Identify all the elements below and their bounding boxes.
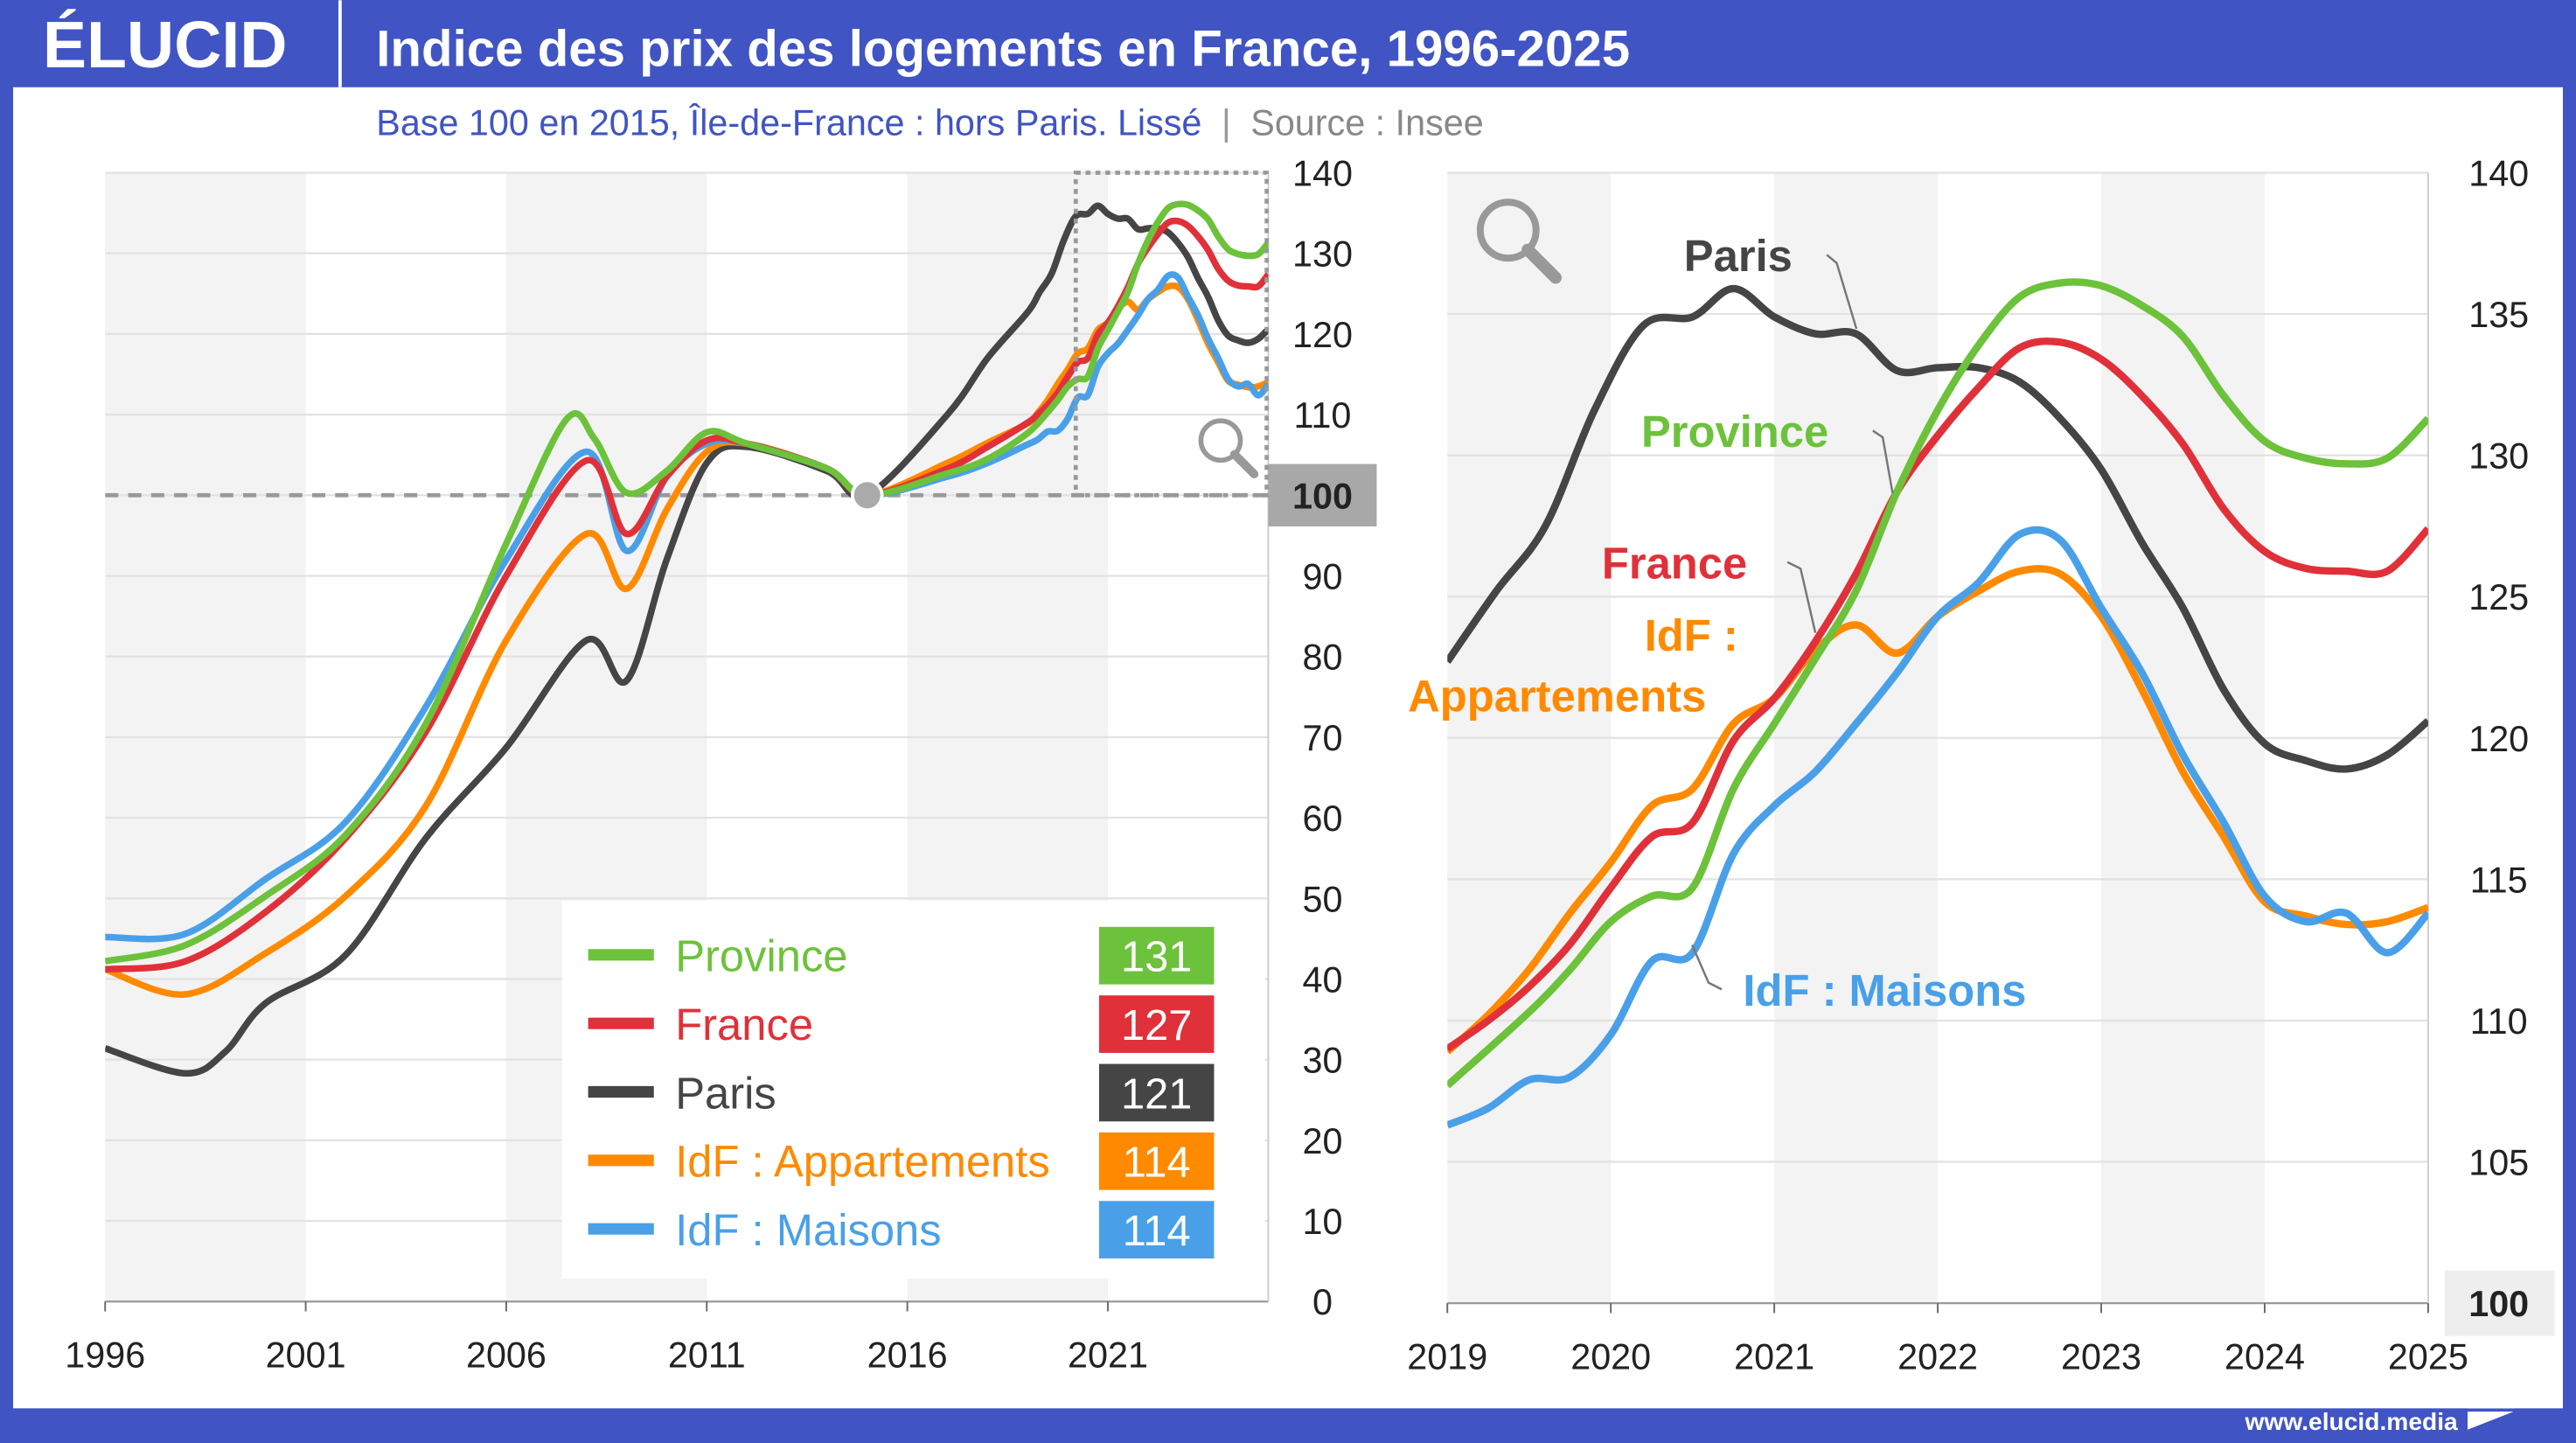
last-value-badge xyxy=(1098,926,1215,985)
series-label: IdF : xyxy=(1645,610,1738,660)
base-point xyxy=(850,478,884,512)
magnifier-icon-handle xyxy=(1521,243,1563,284)
y-tick-label: 130 xyxy=(1292,234,1353,275)
y-tick-label: 0 xyxy=(1312,1282,1333,1322)
legend-item[interactable]: IdF : Appartements 114 xyxy=(588,1132,1215,1190)
label-leader-line xyxy=(1786,561,1817,633)
label-leader-line xyxy=(1826,254,1858,330)
series-lines xyxy=(105,200,1269,1077)
y-tick-label: 90 xyxy=(1302,556,1342,596)
y-tick-label: 80 xyxy=(1302,638,1342,678)
y-tick-label: 20 xyxy=(1302,1121,1342,1161)
last-value-badge xyxy=(1098,1132,1215,1190)
y-tick-label: 120 xyxy=(1292,315,1353,355)
legend-item[interactable]: IdF : Maisons 114 xyxy=(588,1201,1215,1259)
magnifier-icon[interactable] xyxy=(1198,418,1243,464)
series-label: IdF : Maisons xyxy=(1743,965,2026,1015)
label-leader-line xyxy=(1872,429,1894,494)
series-line-province xyxy=(1447,278,2428,1089)
y-tick-label: 110 xyxy=(2470,1001,2528,1042)
x-tick-label: 2022 xyxy=(1897,1336,1978,1377)
y-tick-label: 110 xyxy=(1294,395,1352,436)
logo: ÉLUCID xyxy=(43,8,288,81)
x-tick-label: 2020 xyxy=(1570,1336,1651,1377)
y-tick-label: 30 xyxy=(1302,1041,1342,1081)
series-line-province xyxy=(105,200,1269,965)
y-tick-label: 120 xyxy=(2468,719,2529,759)
footer-url[interactable]: www.elucid.media xyxy=(2245,1407,2459,1435)
magnifier-icon-handle xyxy=(1229,450,1259,478)
x-tick-label: 2021 xyxy=(1068,1335,1148,1375)
y-tick-label: 10 xyxy=(1302,1202,1342,1242)
legend-label: Province xyxy=(675,931,847,981)
x-tick-label: 2016 xyxy=(867,1335,948,1375)
last-value: 121 xyxy=(1121,1070,1192,1118)
y-tick-label: 100 xyxy=(1292,476,1353,516)
last-value-badge xyxy=(1098,995,1215,1053)
page-title: Indice des prix des logements en France,… xyxy=(376,20,1630,77)
last-value-badge xyxy=(1098,1063,1215,1122)
y-tick-label: 140 xyxy=(1292,154,1353,194)
chart-full-period: 1996 2001 2006 2011 2016 2021 0 10 20 30 40 50 60 70 8… xyxy=(65,154,1377,1375)
series-label: Province xyxy=(1641,407,1828,457)
legend: Province 131 France 127 Paris 121 IdF : Appart… xyxy=(561,900,1265,1279)
last-value: 114 xyxy=(1123,1208,1191,1255)
series-lines xyxy=(1447,278,2428,1129)
x-tick-label: 2011 xyxy=(668,1335,746,1375)
baseline-label-box xyxy=(2444,1270,2555,1336)
last-value: 127 xyxy=(1121,1002,1192,1049)
series-label: Appartements xyxy=(1408,672,1706,722)
y-tick-label: 130 xyxy=(2468,436,2529,477)
legend-item[interactable]: France 127 xyxy=(588,995,1215,1053)
x-tick-label: 2025 xyxy=(2388,1336,2468,1377)
series-line-france xyxy=(105,217,1269,973)
legend-label: Paris xyxy=(675,1068,776,1118)
legend-item[interactable]: Province 131 xyxy=(588,926,1215,985)
x-tick-label: 2001 xyxy=(266,1335,346,1375)
last-value: 131 xyxy=(1121,934,1192,981)
label-leader-line xyxy=(1691,945,1723,991)
series-line-france xyxy=(1447,337,2428,1052)
series-line-idf-maisons xyxy=(105,271,1269,943)
last-value: 114 xyxy=(1123,1140,1191,1187)
y-tick-label: 105 xyxy=(2468,1143,2529,1183)
series-label: France xyxy=(1602,539,1747,589)
source: Source : Insee xyxy=(1250,102,1484,143)
reference-label-box xyxy=(1268,464,1377,526)
y-tick-label: 70 xyxy=(1302,718,1342,758)
x-tick-label: 2019 xyxy=(1407,1336,1487,1377)
y-tick-label: 60 xyxy=(1302,798,1342,839)
series-label: Paris xyxy=(1684,231,1793,281)
series-line-paris xyxy=(105,202,1269,1077)
y-tick-label: 115 xyxy=(2470,860,2528,900)
legend-label: IdF : Appartements xyxy=(675,1137,1050,1187)
y-tick-label: 125 xyxy=(2468,577,2529,617)
x-tick-label: 2006 xyxy=(466,1335,547,1375)
x-tick-label: 2021 xyxy=(1734,1336,1814,1377)
magnifier-icon[interactable] xyxy=(1476,199,1540,262)
x-tick-label: 1996 xyxy=(65,1335,145,1375)
y-tick-label: 100 xyxy=(2468,1284,2529,1324)
x-tick-label: 2024 xyxy=(2224,1336,2305,1377)
series-line-idf-maisons xyxy=(1447,526,2428,1129)
subtitle-text: Base 100 en 2015, Île-de-France : hors P… xyxy=(376,102,1201,143)
x-tick-label: 2023 xyxy=(2061,1336,2141,1377)
legend-item[interactable]: Paris 121 xyxy=(588,1063,1215,1122)
last-value-badge xyxy=(1098,1201,1215,1259)
subtitle: Base 100 en 2015, Île-de-France : hors P… xyxy=(376,102,1484,143)
subtitle-separator: | xyxy=(1222,102,1231,143)
series-line-paris xyxy=(1447,284,2428,773)
legend-label: France xyxy=(675,1000,813,1049)
y-tick-label: 140 xyxy=(2468,154,2529,194)
y-tick-label: 135 xyxy=(2468,295,2529,335)
legend-label: IdF : Maisons xyxy=(675,1205,941,1255)
logo-mark-icon xyxy=(2467,1385,2514,1430)
y-tick-label: 40 xyxy=(1302,959,1342,1000)
y-tick-label: 50 xyxy=(1302,879,1342,919)
